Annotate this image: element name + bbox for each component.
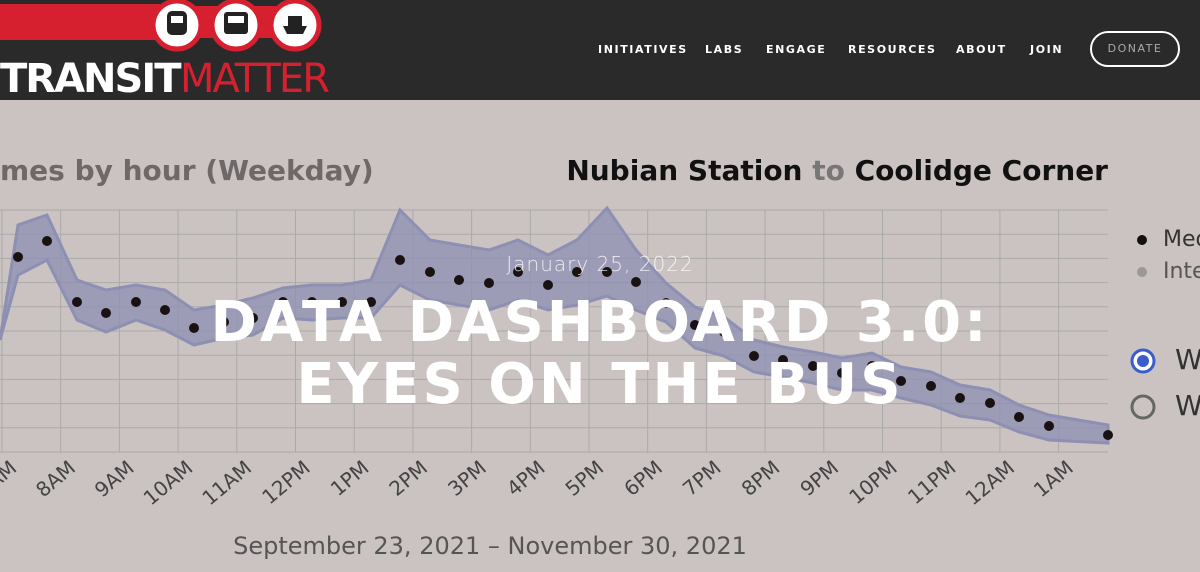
x-label: 9PM [795, 455, 843, 500]
radio-label: W [1175, 343, 1200, 376]
nav-item[interactable]: ENGAGE [766, 43, 827, 56]
x-label: 12AM [960, 455, 1019, 510]
route-dest: Coolidge Corner [855, 154, 1109, 187]
image-title: mes by hour (Weekday) [0, 154, 374, 187]
hero-image: mes by hour (Weekday) Nubian Station to … [0, 154, 1200, 560]
image-route: Nubian Station to Coolidge Corner [566, 154, 1108, 187]
post-date: January 25, 2022 [506, 252, 694, 276]
logo-second: MATTERS [180, 56, 330, 100]
legend-item: Inte [1163, 259, 1200, 284]
x-label: AM [0, 455, 21, 493]
x-label: 8PM [737, 455, 785, 500]
x-label: 5PM [561, 455, 609, 500]
nav-item[interactable]: JOIN [1030, 43, 1064, 56]
logo-first: TRANSIT [0, 56, 182, 100]
header: TRANSIT MATTERS INITIATIVES LABS ENGAGE … [0, 0, 1200, 100]
x-label: 7PM [678, 455, 726, 500]
x-label: 6PM [619, 455, 667, 500]
x-label: 9AM [90, 455, 139, 501]
x-label: 3PM [443, 455, 491, 500]
x-label: 10AM [139, 455, 198, 510]
route-to: to [812, 154, 845, 187]
x-label: 10PM [844, 455, 901, 509]
x-label: 8AM [31, 455, 80, 501]
x-label: 2PM [384, 455, 432, 500]
x-label: 1PM [326, 455, 374, 500]
radio-label: W [1175, 389, 1200, 422]
route-from: Nubian Station [566, 154, 802, 187]
logo[interactable]: TRANSIT MATTERS [0, 0, 330, 100]
legend-item: Med [1163, 227, 1200, 252]
nav-item[interactable]: LABS [705, 43, 744, 56]
date-range: September 23, 2021 – November 30, 2021 [233, 532, 747, 560]
nav-item[interactable]: RESOURCES [848, 43, 937, 56]
post-title[interactable]: DATA DASHBOARD 3.0: EYES ON THE BUS [210, 290, 990, 417]
donate-button[interactable]: DONATE [1090, 31, 1180, 67]
nav-item[interactable]: ABOUT [956, 43, 1007, 56]
x-label: 4PM [502, 455, 550, 500]
x-label: 11AM [197, 455, 256, 510]
x-label: 12PM [257, 455, 314, 509]
dots [13, 236, 1113, 440]
x-label: 1AM [1029, 455, 1078, 501]
nav-item[interactable]: INITIATIVES [598, 43, 688, 56]
x-label: 11PM [903, 455, 960, 509]
hero: mes by hour (Weekday) Nubian Station to … [0, 100, 1200, 572]
